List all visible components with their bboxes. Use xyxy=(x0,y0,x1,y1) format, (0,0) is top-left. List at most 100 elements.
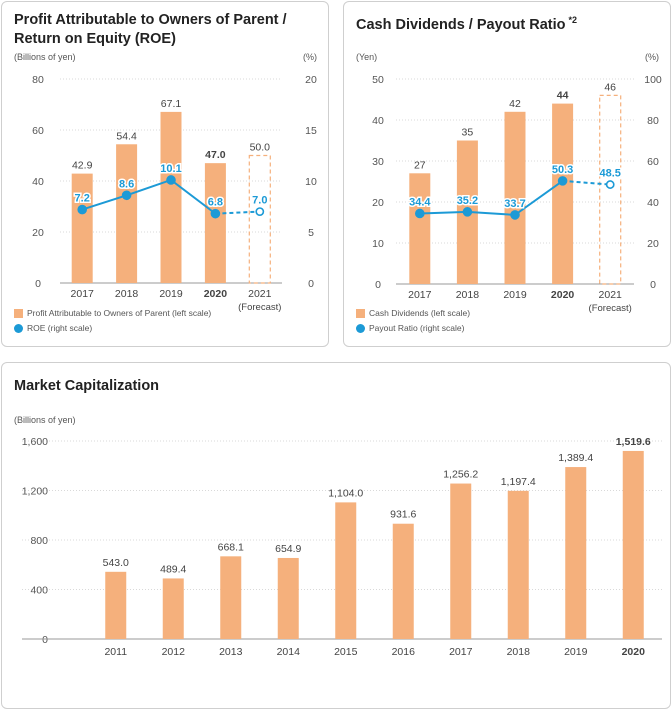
dividends-line-point xyxy=(415,208,425,219)
profit-line-label: 8.6 xyxy=(119,178,134,190)
profit-line-point xyxy=(121,190,132,201)
profit-left-tick: 40 xyxy=(32,176,44,188)
profit-bar-label: 54.4 xyxy=(116,130,137,142)
dividends-left-tick: 20 xyxy=(372,197,384,209)
legend-bar-swatch xyxy=(356,308,365,318)
profit-line-label: 7.0 xyxy=(252,195,267,207)
mcap-bar xyxy=(565,467,587,639)
dividends-chart: (Yen) (%) 50 100 40 80 30 60 20 40 10 20 0 0 27 2017 35 2… xyxy=(356,52,662,314)
mcap-category-label: 2011 xyxy=(104,646,127,658)
profit-line-solid xyxy=(81,178,217,215)
mcap-bar xyxy=(277,557,299,639)
dividends-category-label: 2020 xyxy=(551,289,575,301)
dividends-category-label: 2018 xyxy=(456,289,480,301)
profit-category-label: 2021 xyxy=(248,288,272,300)
profit-line-label: 7.2 xyxy=(75,193,90,205)
mcap-bar-label: 1,104.0 xyxy=(328,487,363,499)
dividends-bar-label: 35 xyxy=(462,127,474,139)
dividends-left-tick: 40 xyxy=(372,115,384,127)
dividends-category-label: 2019 xyxy=(503,289,527,301)
dividends-bar xyxy=(504,111,526,284)
profit-bar xyxy=(160,111,182,284)
dividends-right-tick: 60 xyxy=(647,156,659,168)
mcap-category-label: 2016 xyxy=(392,646,416,658)
profit-line-label: 6.8 xyxy=(208,197,223,209)
dividends-title: Cash Dividends / Payout Ratio *2 xyxy=(356,11,577,35)
dividends-title-text: Cash Dividends / Payout Ratio xyxy=(356,16,566,33)
legend-payout: Payout Ratio (right scale) xyxy=(356,323,464,333)
legend-roe: ROE (right scale) xyxy=(14,323,92,333)
mcap-category-label: 2017 xyxy=(449,646,473,658)
mcap-bar xyxy=(622,450,644,639)
legend-dividends-label: Cash Dividends (left scale) xyxy=(369,308,471,318)
dividends-line-label: 33.7 xyxy=(504,198,525,210)
dividends-left-tick: 50 xyxy=(372,74,384,86)
profit-left-tick: 80 xyxy=(32,74,44,86)
profit-left-tick: 20 xyxy=(32,227,44,239)
dividends-line-solid xyxy=(419,180,564,216)
mcap-bar-label: 1,256.2 xyxy=(443,469,478,481)
mcap-bar-label: 1,197.4 xyxy=(501,476,536,488)
profit-right-tick: 0 xyxy=(308,278,314,290)
profit-bar-label: 42.9 xyxy=(72,160,93,172)
profit-line-label: 10.1 xyxy=(160,163,181,175)
legend-profit-label: Profit Attributable to Owners of Parent … xyxy=(27,308,212,318)
dividends-line-label: 35.2 xyxy=(457,195,478,207)
profit-bar-label: 67.1 xyxy=(161,98,182,110)
dividends-right-tick: 0 xyxy=(650,279,656,291)
dividends-right-unit: (%) xyxy=(645,52,659,62)
profit-bar xyxy=(116,144,138,283)
mcap-left-tick: 1,200 xyxy=(22,486,48,498)
profit-line-point xyxy=(77,204,87,215)
dividends-right-tick: 80 xyxy=(647,115,659,127)
dividends-line-point xyxy=(605,180,615,189)
mcap-category-label: 2018 xyxy=(507,646,531,658)
mcap-category-label: 2019 xyxy=(564,646,588,658)
profit-left-tick: 0 xyxy=(35,278,41,290)
mcap-category-label: 2012 xyxy=(162,646,186,658)
profit-line-point xyxy=(166,175,176,185)
dividends-line-point xyxy=(510,210,520,220)
profit-roe-title: Profit Attributable to Owners of Parent … xyxy=(14,11,287,49)
dividends-forecast-note: (Forecast) xyxy=(589,303,632,314)
market-cap-panel: Market Capitalization (Billions of yen) 1… xyxy=(1,362,671,709)
mcap-bar xyxy=(335,502,357,639)
dividends-bar-label: 44 xyxy=(557,90,569,102)
profit-roe-title-line1: Profit Attributable to Owners of Parent … xyxy=(14,12,287,28)
dividends-left-tick: 0 xyxy=(375,279,381,291)
mcap-bar-label: 1,519.6 xyxy=(616,436,651,448)
dividends-category-label: 2017 xyxy=(408,289,432,301)
mcap-category-label: 2013 xyxy=(219,646,243,658)
profit-bar-forecast xyxy=(248,154,271,284)
legend-roe-label: ROE (right scale) xyxy=(27,323,93,333)
profit-right-tick: 15 xyxy=(305,125,317,137)
mcap-bar xyxy=(507,490,529,639)
mcap-bar xyxy=(220,556,242,639)
profit-bar xyxy=(71,173,93,283)
mcap-bar-label: 543.0 xyxy=(103,557,129,569)
legend-payout-label: Payout Ratio (right scale) xyxy=(369,323,465,333)
legend-dividends: Cash Dividends (left scale) xyxy=(356,308,470,318)
dividends-right-tick: 100 xyxy=(644,74,662,86)
market-cap-chart: (Billions of yen) 1,600 1,200 800 400 0 543.0 2… xyxy=(14,415,662,658)
profit-left-unit: (Billions of yen) xyxy=(14,52,76,62)
profit-bar-label: 47.0 xyxy=(205,149,226,161)
dividends-left-tick: 30 xyxy=(372,156,384,168)
dividends-right-tick: 20 xyxy=(647,238,659,250)
market-cap-title: Market Capitalization xyxy=(14,378,160,394)
mcap-category-label: 2015 xyxy=(334,646,358,658)
mcap-left-tick: 400 xyxy=(30,585,48,597)
profit-category-label: 2020 xyxy=(204,288,228,300)
dividends-bar xyxy=(409,173,431,284)
legend-bar-swatch xyxy=(14,308,23,318)
dividends-bar-label: 46 xyxy=(604,81,616,93)
dividends-bar xyxy=(552,103,574,284)
dividends-line-label: 50.3 xyxy=(552,164,573,176)
mcap-left-unit: (Billions of yen) xyxy=(14,415,76,425)
mcap-left-tick: 0 xyxy=(42,634,48,646)
dividends-bar-label: 27 xyxy=(414,159,426,171)
dividends-bar-forecast xyxy=(599,94,622,285)
dividends-title-note: *2 xyxy=(568,15,578,25)
dividends-line-label: 48.5 xyxy=(599,168,620,180)
legend-line-swatch xyxy=(14,323,23,333)
